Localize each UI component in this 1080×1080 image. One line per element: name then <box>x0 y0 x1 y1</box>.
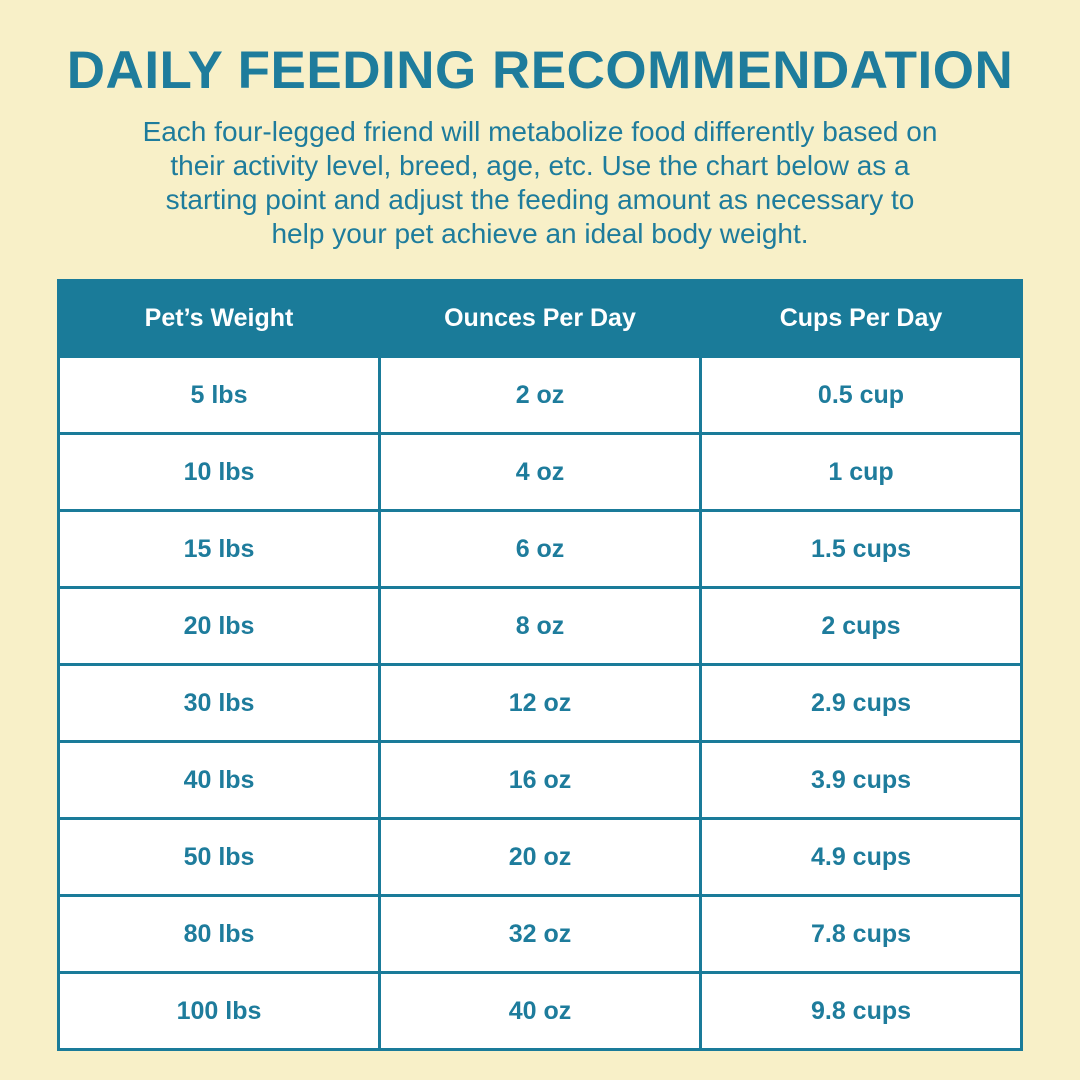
table-row: 50 lbs 20 oz 4.9 cups <box>57 817 1023 897</box>
table-row: 20 lbs 8 oz 2 cups <box>57 586 1023 666</box>
cups-cell: 2 cups <box>699 586 1023 666</box>
cups-cell: 2.9 cups <box>699 663 1023 743</box>
cups-cell: 0.5 cup <box>699 355 1023 435</box>
ounces-cell: 40 oz <box>378 971 702 1051</box>
weight-cell: 30 lbs <box>57 663 381 743</box>
table-row: 15 lbs 6 oz 1.5 cups <box>57 509 1023 589</box>
table-row: 30 lbs 12 oz 2.9 cups <box>57 663 1023 743</box>
feeding-table: Pet’s Weight Ounces Per Day Cups Per Day… <box>57 279 1023 1051</box>
subtitle-line: help your pet achieve an ideal body weig… <box>271 218 809 249</box>
header-pets-weight: Pet’s Weight <box>57 279 381 358</box>
weight-cell: 20 lbs <box>57 586 381 666</box>
table-row: 5 lbs 2 oz 0.5 cup <box>57 355 1023 435</box>
table-row: 40 lbs 16 oz 3.9 cups <box>57 740 1023 820</box>
ounces-cell: 20 oz <box>378 817 702 897</box>
table-header-row: Pet’s Weight Ounces Per Day Cups Per Day <box>57 279 1023 358</box>
subtitle-line: starting point and adjust the feeding am… <box>165 184 915 215</box>
table-row: 80 lbs 32 oz 7.8 cups <box>57 894 1023 974</box>
cups-cell: 1 cup <box>699 432 1023 512</box>
subtitle-line: Each four-legged friend will metabolize … <box>142 116 938 147</box>
table-row: 100 lbs 40 oz 9.8 cups <box>57 971 1023 1051</box>
weight-cell: 15 lbs <box>57 509 381 589</box>
ounces-cell: 16 oz <box>378 740 702 820</box>
page-title: DAILY FEEDING RECOMMENDATION <box>66 41 1014 100</box>
weight-cell: 50 lbs <box>57 817 381 897</box>
ounces-cell: 2 oz <box>378 355 702 435</box>
weight-cell: 5 lbs <box>57 355 381 435</box>
weight-cell: 100 lbs <box>57 971 381 1051</box>
weight-cell: 80 lbs <box>57 894 381 974</box>
subtitle-line: their activity level, breed, age, etc. U… <box>170 150 910 181</box>
cups-cell: 3.9 cups <box>699 740 1023 820</box>
cups-cell: 1.5 cups <box>699 509 1023 589</box>
cups-cell: 9.8 cups <box>699 971 1023 1051</box>
table-row: 10 lbs 4 oz 1 cup <box>57 432 1023 512</box>
ounces-cell: 4 oz <box>378 432 702 512</box>
ounces-cell: 12 oz <box>378 663 702 743</box>
ounces-cell: 8 oz <box>378 586 702 666</box>
header-ounces-per-day: Ounces Per Day <box>378 279 702 358</box>
header-cups-per-day: Cups Per Day <box>699 279 1023 358</box>
weight-cell: 40 lbs <box>57 740 381 820</box>
ounces-cell: 6 oz <box>378 509 702 589</box>
ounces-cell: 32 oz <box>378 894 702 974</box>
weight-cell: 10 lbs <box>57 432 381 512</box>
subtitle: Each four-legged friend will metabolize … <box>0 115 1080 251</box>
cups-cell: 4.9 cups <box>699 817 1023 897</box>
cups-cell: 7.8 cups <box>699 894 1023 974</box>
